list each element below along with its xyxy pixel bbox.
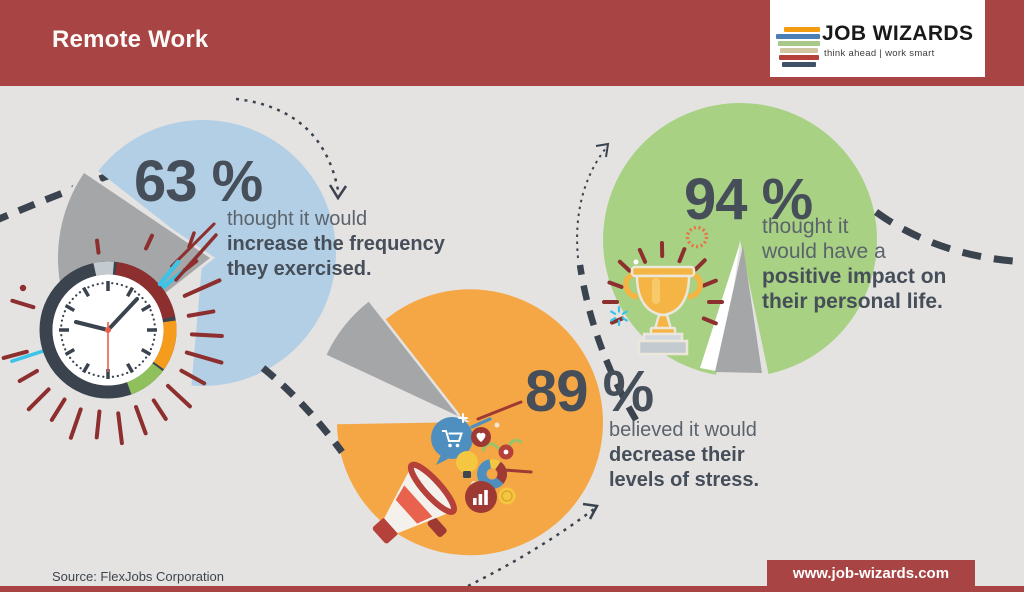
trophy-icon	[602, 241, 724, 356]
header-bar: Remote Work JOB WIZARDS think ahead | wo…	[0, 0, 1024, 86]
stat-percent-exercise: 63 %	[134, 149, 263, 214]
lightbulb-icon	[456, 451, 478, 478]
red-accent-line	[187, 231, 196, 249]
clock-minute-hand	[106, 297, 139, 332]
stat-description-stress: believed it would decrease their levels …	[609, 419, 760, 491]
blue-pie-slice	[98, 119, 336, 386]
stat-description-personal-life: thought it would have a positive impact …	[762, 215, 947, 313]
clock-center-pin	[105, 327, 111, 333]
arrowhead	[595, 142, 610, 158]
clock-ring-maroon-segment	[114, 262, 176, 320]
source-credit: Source: FlexJobs Corporation	[52, 569, 224, 584]
sparkle-icon	[458, 413, 468, 423]
dashed-line-blue-to-orange	[260, 365, 345, 455]
job-wizards-logo: JOB WIZARDS think ahead | work smart	[770, 0, 985, 77]
cyan-asterisk-icon	[610, 305, 628, 327]
trophy-highlight	[652, 278, 660, 304]
arrowhead	[328, 184, 348, 201]
cyan-accent-line	[10, 347, 50, 363]
stat-percent-personal-life: 94 %	[684, 167, 813, 232]
stat-percent-stress: 89 %	[525, 359, 654, 424]
logo-books-icon	[774, 27, 826, 69]
dotted-arrow-bottom	[467, 508, 595, 588]
dashed-line-orange-to-green	[576, 264, 639, 422]
pin-icon	[498, 444, 514, 460]
clock-illustration	[1, 222, 224, 446]
logo-wordmark: JOB WIZARDS	[822, 22, 974, 45]
page-title: Remote Work	[52, 26, 209, 53]
red-accent-line	[174, 233, 218, 282]
green-pie-cut-highlight	[700, 243, 740, 372]
green-pie-cut-wedge	[715, 246, 762, 373]
trophy-body	[623, 265, 703, 356]
red-dot	[19, 284, 27, 292]
stat-description-exercise: thought it would increase the frequency …	[227, 208, 445, 280]
sparkle-dot	[633, 259, 639, 265]
dashed-line-left	[0, 169, 118, 223]
clock-ring-orange-segment	[153, 320, 177, 370]
clock-ring-gray-segment	[93, 261, 114, 276]
orange-pie-chart	[323, 289, 603, 556]
megaphone-icon-spray	[431, 400, 533, 513]
dashed-line-right	[873, 209, 1024, 266]
sun-burst-icon	[685, 225, 709, 249]
dotted-arrow-up	[576, 147, 607, 259]
trophy-radial-dashes	[602, 241, 724, 326]
coin-icon	[498, 487, 516, 505]
clock-hour-ticks	[59, 281, 157, 379]
clock-hour-hand	[74, 320, 110, 332]
logo-tagline: think ahead | work smart	[824, 48, 935, 59]
cart-icon	[431, 417, 473, 465]
blue-pie-chart	[1, 119, 336, 446]
heart-icon	[471, 427, 491, 447]
website-link[interactable]: www.job-wizards.com	[767, 560, 975, 587]
dashed-arrows	[235, 97, 1024, 588]
orange-pie-cut-wedge	[323, 298, 460, 419]
clock-ring-green-segment	[126, 363, 163, 395]
bottom-accent-strip	[0, 586, 1024, 592]
megaphone-icon	[372, 461, 458, 544]
cyan-accent-line	[157, 259, 181, 287]
dotted-arrow-top	[235, 97, 340, 191]
green-pie-chart	[602, 102, 878, 375]
arrowhead	[582, 502, 599, 520]
bar-chart-icon	[465, 481, 497, 513]
